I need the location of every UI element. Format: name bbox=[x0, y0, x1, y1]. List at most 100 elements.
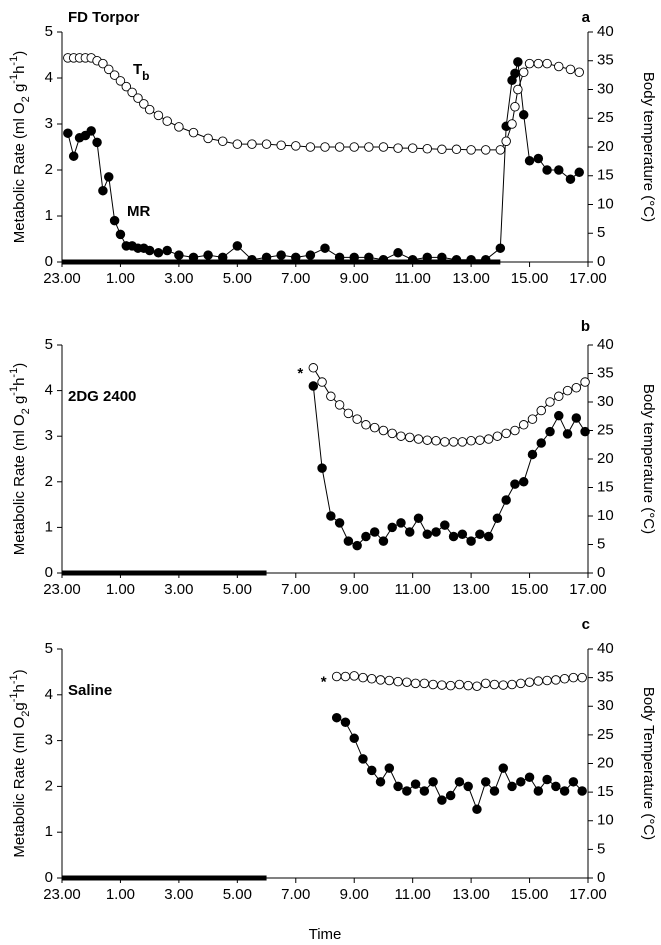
mr-point bbox=[574, 167, 584, 178]
mr-point bbox=[358, 754, 368, 764]
mr-point bbox=[326, 511, 336, 521]
y-axis-label-part: ) bbox=[11, 51, 28, 56]
tb-point bbox=[317, 377, 327, 387]
panel-letter: b bbox=[581, 318, 590, 335]
y2-axis-label: Body temperature (°C) bbox=[640, 72, 657, 222]
mr-point bbox=[404, 527, 415, 537]
mr-point bbox=[507, 781, 517, 792]
tb-point bbox=[393, 143, 403, 153]
y2-tick-label: 0 bbox=[597, 253, 605, 270]
mr-point bbox=[384, 763, 395, 773]
mr-point bbox=[524, 156, 535, 166]
tb-point bbox=[367, 674, 377, 684]
y-axis-label-part: -1 bbox=[8, 56, 20, 66]
mr-point bbox=[492, 513, 503, 524]
tb-point bbox=[574, 67, 584, 77]
mr-point bbox=[577, 786, 587, 796]
mr-point bbox=[568, 777, 579, 787]
tb-point bbox=[437, 144, 447, 155]
mr-point bbox=[565, 174, 576, 184]
y-axis-label-part: 2 bbox=[20, 96, 32, 102]
x-tick-label: 9.00 bbox=[340, 581, 369, 598]
y2-axis-label: Body temperature (°C) bbox=[640, 384, 657, 534]
y-tick-label: 0 bbox=[45, 253, 53, 270]
tb-point bbox=[498, 680, 509, 690]
mr-point bbox=[378, 254, 389, 265]
mr-point bbox=[393, 248, 403, 258]
mr-point bbox=[104, 172, 114, 182]
dark-period-bar bbox=[62, 259, 501, 265]
x-tick-label: 15.00 bbox=[511, 270, 549, 287]
y-axis-label-part: Metabolic Rate (ml O bbox=[11, 414, 28, 555]
y-tick-label: 4 bbox=[45, 69, 53, 86]
tb-point bbox=[162, 116, 172, 126]
tb-point bbox=[404, 432, 415, 443]
y2-tick-label: 15 bbox=[597, 167, 614, 184]
tb-point bbox=[568, 672, 579, 683]
mr-point bbox=[463, 781, 473, 792]
mr-point bbox=[510, 479, 520, 489]
tb-point bbox=[554, 61, 564, 72]
mr-point bbox=[542, 165, 552, 175]
tb-point bbox=[334, 400, 345, 410]
mr-point bbox=[437, 252, 447, 263]
mr-point bbox=[501, 495, 511, 505]
mr-point bbox=[554, 165, 564, 175]
x-tick-label: 9.00 bbox=[340, 270, 369, 287]
tb-point bbox=[334, 142, 345, 152]
y2-tick-label: 15 bbox=[597, 783, 614, 800]
x-tick-label: 3.00 bbox=[164, 886, 193, 903]
x-tick-label: 11.00 bbox=[394, 886, 430, 903]
x-tick-label: 13.00 bbox=[452, 270, 490, 287]
y-axis-label-part: -1 bbox=[8, 74, 20, 84]
y2-tick-label: 0 bbox=[597, 869, 605, 886]
tb-point bbox=[580, 377, 590, 387]
dark-period-bar bbox=[62, 570, 267, 576]
y-tick-label: 2 bbox=[45, 161, 53, 178]
tb-point bbox=[375, 675, 386, 685]
y2-tick-label: 40 bbox=[597, 23, 614, 40]
mr-point bbox=[419, 786, 430, 796]
y2-axis-label: Body Temperature (°C) bbox=[640, 687, 657, 840]
y-axis-label: Metabolic Rate (ml O2 g-1h-1) bbox=[8, 51, 32, 243]
tb-point bbox=[536, 405, 546, 416]
tb-point bbox=[407, 143, 418, 153]
mr-point bbox=[498, 763, 509, 773]
tb-point bbox=[109, 70, 120, 80]
tb-point bbox=[343, 408, 354, 419]
tb-point bbox=[533, 676, 544, 686]
mr-point bbox=[153, 248, 164, 258]
tb-point bbox=[501, 136, 511, 146]
tb-point bbox=[480, 678, 491, 689]
mr-point bbox=[483, 531, 494, 542]
y-tick-label: 4 bbox=[45, 382, 53, 399]
x-tick-label: 7.00 bbox=[281, 270, 310, 287]
y2-tick-label: 20 bbox=[597, 138, 614, 155]
y-tick-label: 1 bbox=[45, 518, 53, 535]
y2-tick-label: 0 bbox=[597, 564, 605, 581]
x-tick-label: 7.00 bbox=[281, 581, 310, 598]
x-tick-label: 7.00 bbox=[281, 886, 310, 903]
tb-point bbox=[516, 678, 526, 689]
tb-point bbox=[419, 678, 430, 689]
tb-point bbox=[358, 672, 368, 683]
x-tick-label: 5.00 bbox=[223, 581, 252, 598]
y-axis-label-part: h bbox=[11, 66, 28, 74]
mr-point bbox=[437, 795, 447, 805]
y-axis-label-part: -1 bbox=[8, 674, 20, 684]
mr-point bbox=[331, 712, 342, 723]
tb-point bbox=[445, 680, 456, 691]
tb-annotation: Tb bbox=[133, 61, 150, 83]
tb-point bbox=[571, 383, 582, 393]
tb-point bbox=[291, 141, 301, 151]
y-tick-label: 2 bbox=[45, 777, 53, 794]
y2-tick-label: 5 bbox=[597, 224, 605, 241]
tb-point bbox=[559, 674, 570, 684]
y2-tick-label: 35 bbox=[597, 52, 614, 69]
y-axis-label-part: g bbox=[11, 396, 28, 409]
tb-point bbox=[565, 64, 576, 75]
y-tick-label: 1 bbox=[45, 207, 53, 224]
mr-point bbox=[580, 426, 590, 437]
x-tick-label: 3.00 bbox=[164, 270, 193, 287]
tb-point bbox=[577, 672, 587, 683]
